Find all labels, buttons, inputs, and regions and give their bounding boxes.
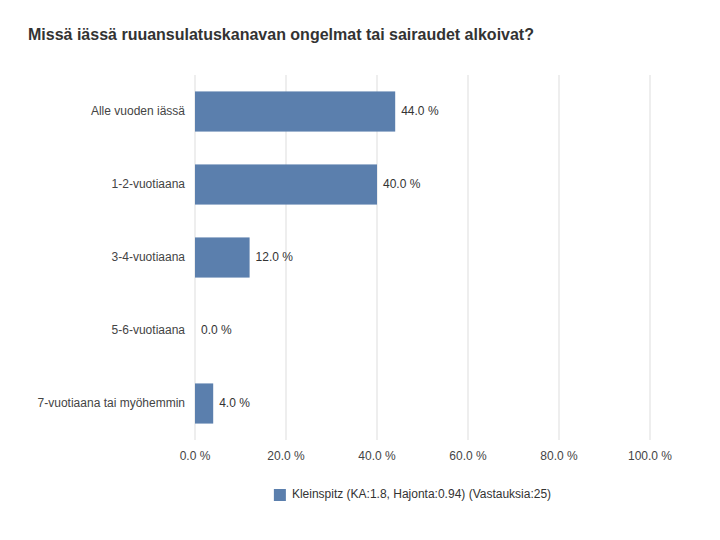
y-tick-label: 1-2-vuotiaana — [112, 177, 186, 191]
y-tick-label: 3-4-vuotiaana — [112, 250, 186, 264]
x-tick-label: 0.0 % — [180, 449, 211, 463]
bar — [195, 164, 377, 204]
legend: Kleinspitz (KA:1.8, Hajonta:0.94) (Vasta… — [274, 487, 551, 501]
grid-line — [559, 75, 560, 440]
grid-line — [468, 75, 469, 440]
chart-container: Missä iässä ruuansulatuskanavan ongelmat… — [0, 0, 720, 540]
bar — [195, 310, 196, 350]
legend-swatch — [274, 489, 286, 501]
bars — [195, 91, 395, 423]
x-tick-label: 20.0 % — [267, 449, 305, 463]
data-label: 0.0 % — [201, 323, 232, 337]
data-label: 4.0 % — [219, 396, 250, 410]
grid-line — [650, 75, 651, 440]
x-tick-label: 80.0 % — [540, 449, 578, 463]
chart: Missä iässä ruuansulatuskanavan ongelmat… — [0, 0, 720, 540]
x-tick-label: 40.0 % — [358, 449, 396, 463]
title: Missä iässä ruuansulatuskanavan ongelmat… — [28, 26, 534, 43]
background — [0, 0, 720, 540]
data-labels: 44.0 % 40.0 % 12.0 % 0.0 % 4.0 % — [201, 104, 439, 410]
y-tick-label: 5-6-vuotiaana — [112, 323, 186, 337]
bar — [195, 383, 213, 423]
bar — [195, 91, 395, 131]
legend-label: Kleinspitz (KA:1.8, Hajonta:0.94) (Vasta… — [292, 487, 551, 501]
y-tick-label: 7-vuotiaana tai myöhemmin — [38, 396, 185, 410]
y-tick-label: Alle vuoden iässä — [91, 104, 185, 118]
data-label: 12.0 % — [256, 250, 294, 264]
bar — [195, 237, 250, 277]
grid — [195, 75, 650, 440]
x-tick-label: 100.0 % — [628, 449, 672, 463]
data-label: 40.0 % — [383, 177, 421, 191]
x-tick-label: 60.0 % — [449, 449, 487, 463]
data-label: 44.0 % — [401, 104, 439, 118]
